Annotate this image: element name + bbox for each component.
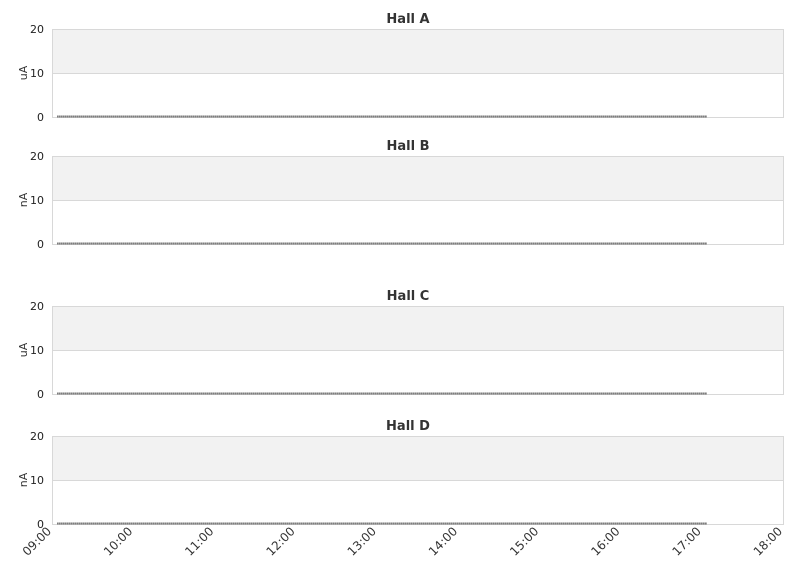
x-tick-label: 11:00 <box>182 524 216 558</box>
y-tick-label: 10 <box>30 474 44 487</box>
plot-band <box>52 29 783 73</box>
y-tick-label: 0 <box>37 111 44 124</box>
y-axis-label: uA <box>17 65 30 80</box>
y-axis-label: uA <box>17 342 30 357</box>
y-tick-label: 0 <box>37 518 44 531</box>
panel-hall-d: 0 10 20 Hall D nA <box>17 419 784 531</box>
x-tick-label: 16:00 <box>588 524 622 558</box>
y-tick-label: 10 <box>30 344 44 357</box>
y-tick-label: 0 <box>37 238 44 251</box>
plot-band <box>52 436 783 480</box>
x-tick-label: 13:00 <box>345 524 379 558</box>
y-tick-label: 0 <box>37 388 44 401</box>
x-tick-label: 17:00 <box>670 524 704 558</box>
y-tick-label: 20 <box>30 23 44 36</box>
panel-title: Hall C <box>387 289 430 304</box>
y-tick-label: 10 <box>30 67 44 80</box>
y-tick-label: 20 <box>30 150 44 163</box>
y-tick-label: 20 <box>30 430 44 443</box>
y-axis-label: nA <box>17 192 30 207</box>
y-tick-label: 20 <box>30 300 44 313</box>
plot-band <box>52 156 783 200</box>
plot-band <box>52 306 783 350</box>
x-tick-label: 12:00 <box>263 524 297 558</box>
x-tick-label: 18:00 <box>751 524 785 558</box>
panel-title: Hall D <box>386 419 430 434</box>
x-tick-label: 15:00 <box>507 524 541 558</box>
x-tick-label: 14:00 <box>426 524 460 558</box>
panel-title: Hall A <box>386 12 429 27</box>
x-tick-label: 10:00 <box>101 524 135 558</box>
panel-title: Hall B <box>387 139 430 154</box>
panel-hall-b: 0 10 20 Hall B nA <box>17 139 784 251</box>
panel-hall-a: 0 10 20 Hall A uA <box>17 12 784 124</box>
y-tick-label: 10 <box>30 194 44 207</box>
panel-hall-c: 0 10 20 Hall C uA <box>17 289 784 401</box>
y-axis-label: nA <box>17 472 30 487</box>
